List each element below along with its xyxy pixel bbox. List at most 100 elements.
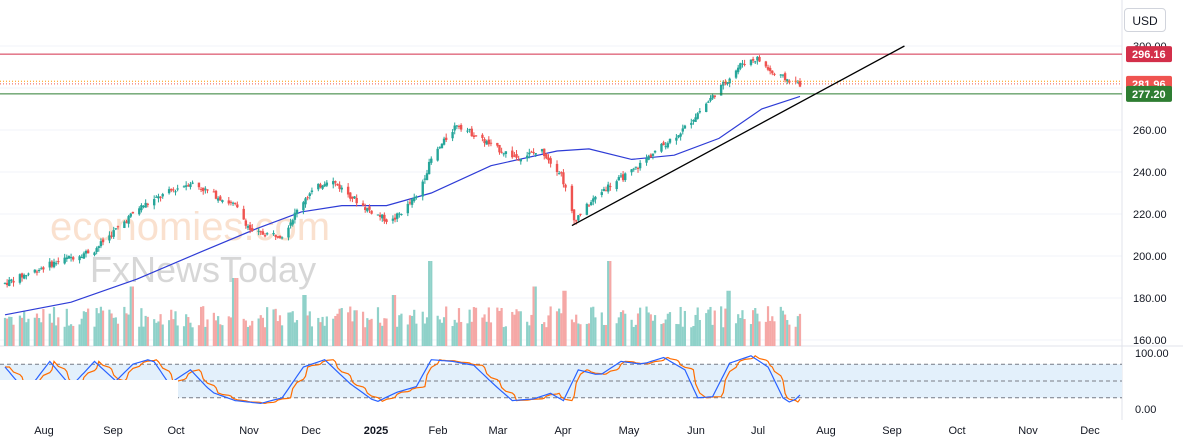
volume-bar	[754, 308, 757, 346]
trendline[interactable]	[571, 45, 905, 227]
candle-body	[227, 200, 230, 204]
candle-body	[95, 248, 98, 252]
candle-body	[570, 185, 574, 211]
volume-bar	[396, 326, 399, 346]
candle-body	[758, 56, 761, 62]
candle-body	[653, 150, 657, 153]
candle-body	[709, 97, 712, 101]
candle-body	[440, 143, 444, 149]
time-axis[interactable]: Aug Sep Oct Nov Dec 2025 Feb Mar Apr May Jun Jul Aug…	[34, 425, 1100, 437]
candle-body	[349, 192, 352, 199]
candle-body	[216, 198, 220, 201]
time-tick-label: Oct	[167, 425, 184, 437]
volume-bar	[20, 317, 24, 346]
volume-bar	[517, 311, 520, 346]
volume-bar	[607, 261, 610, 346]
candle-body	[184, 185, 188, 187]
candle-body	[444, 137, 448, 141]
volume-bar	[140, 308, 143, 346]
candle-body	[634, 166, 638, 168]
volume-bar	[649, 314, 652, 346]
volume-bar	[67, 325, 71, 346]
candle-body	[304, 198, 307, 205]
candle-body	[112, 230, 115, 237]
candle-body	[749, 59, 753, 65]
candle-body	[280, 237, 284, 239]
volume-bar	[159, 314, 162, 346]
candle-body	[289, 222, 292, 226]
candle-body	[604, 190, 608, 192]
volume-bar	[592, 306, 595, 346]
candle-body	[498, 144, 501, 153]
volume-bar	[10, 316, 13, 346]
candle-body	[351, 196, 354, 199]
candle-body	[214, 190, 218, 199]
candle-body	[33, 269, 37, 273]
volume-bar	[155, 322, 158, 346]
candle-body	[278, 235, 282, 238]
volume-bar	[334, 316, 337, 346]
candle-body	[378, 215, 382, 217]
candle-body	[575, 220, 578, 222]
candle-body	[323, 184, 326, 187]
candle-body	[619, 175, 623, 177]
volume-bar	[78, 324, 81, 346]
price-axis[interactable]: 300.00280.00260.00240.00220.00200.00180.…	[1126, 41, 1172, 347]
candle-body	[191, 182, 194, 184]
candle-body	[645, 158, 648, 163]
volume-bar	[336, 313, 339, 346]
candle-body	[707, 101, 710, 103]
candle-body	[427, 161, 431, 175]
currency-button[interactable]: USD	[1124, 8, 1166, 32]
volume-bar	[692, 325, 695, 346]
volume-bar	[172, 319, 175, 346]
candle-body	[368, 206, 371, 210]
candle-body	[355, 197, 358, 204]
volume-bar	[257, 318, 260, 346]
candle-body	[84, 250, 88, 254]
candle-body	[293, 212, 297, 220]
candle-body	[496, 142, 499, 146]
stoch-tick-label: 100.00	[1135, 348, 1169, 360]
volume-bar	[709, 306, 712, 346]
volume-bar	[289, 312, 292, 346]
candle-body	[786, 79, 789, 82]
volume-bar	[319, 322, 322, 346]
candle-body	[679, 133, 682, 137]
volume-bar	[144, 315, 147, 346]
candle-body	[261, 231, 265, 235]
volume-bar	[668, 312, 672, 346]
volume-bar	[528, 325, 531, 346]
volume-bar	[487, 307, 490, 346]
candle-body	[65, 257, 69, 260]
candle-body	[764, 61, 768, 67]
volume-bar	[280, 325, 284, 346]
volume-bar	[698, 319, 701, 346]
candle-body	[308, 193, 311, 196]
volume-bar	[112, 317, 115, 346]
time-tick-label: Sep	[103, 425, 123, 437]
volume-bar	[383, 318, 386, 346]
candle-body	[773, 73, 776, 75]
volume-bar	[182, 326, 186, 346]
volume-bar	[276, 321, 279, 346]
volume-bar	[724, 308, 727, 346]
candle-body	[606, 184, 610, 192]
candle-body	[140, 205, 143, 211]
candle-body	[246, 226, 250, 228]
candle-body	[453, 125, 456, 131]
candle-body	[483, 139, 486, 144]
volume-bar	[664, 319, 667, 346]
candle-body	[257, 230, 260, 232]
volume-bar	[138, 326, 141, 346]
candle-body	[442, 138, 446, 145]
time-tick-label: Feb	[429, 425, 448, 437]
volume-bar	[609, 261, 612, 346]
candle-body	[97, 246, 100, 248]
candle-body	[600, 192, 603, 195]
candle-body	[751, 58, 755, 61]
volume-bar	[794, 326, 797, 346]
volume-bar	[191, 327, 194, 346]
volume-bar	[739, 317, 742, 346]
